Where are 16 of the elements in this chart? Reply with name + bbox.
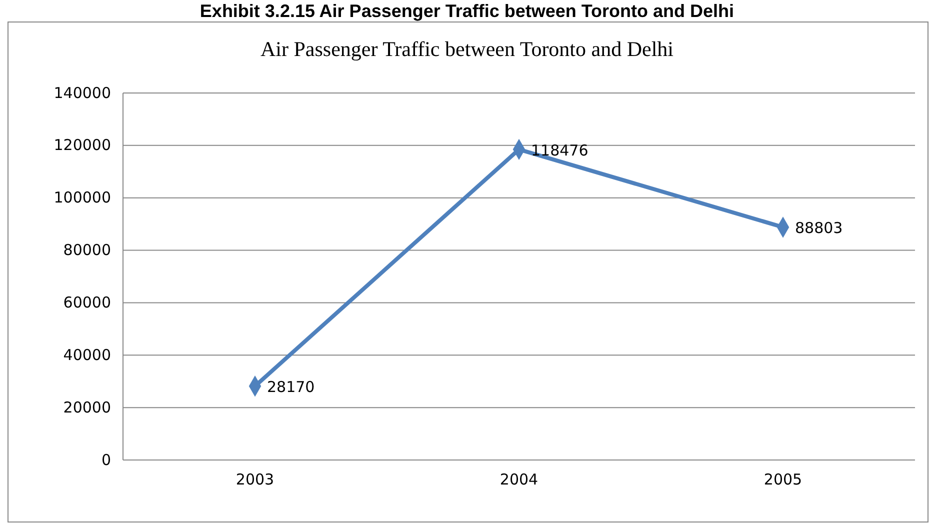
y-tick-label: 140000	[54, 84, 111, 102]
y-tick-label: 60000	[63, 294, 111, 312]
y-tick-label: 120000	[54, 136, 111, 154]
x-tick-label: 2003	[236, 470, 274, 489]
data-label: 88803	[795, 219, 843, 238]
y-tick-label: 0	[101, 450, 111, 469]
x-tick-label: 2004	[500, 470, 538, 489]
x-tick-label: 2005	[764, 470, 802, 489]
data-label: 28170	[267, 378, 315, 396]
y-tick-label: 40000	[63, 346, 111, 364]
y-tick-label: 80000	[63, 241, 111, 260]
y-tick-label: 100000	[54, 188, 111, 207]
y-tick-label: 20000	[63, 398, 111, 416]
chart-subtitle: Air Passenger Traffic between Toronto and Delhi	[260, 37, 674, 61]
chart-title: Exhibit 3.2.15 Air Passenger Traffic between Toronto and Delhi	[200, 1, 734, 21]
data-label: 118476	[531, 141, 588, 160]
